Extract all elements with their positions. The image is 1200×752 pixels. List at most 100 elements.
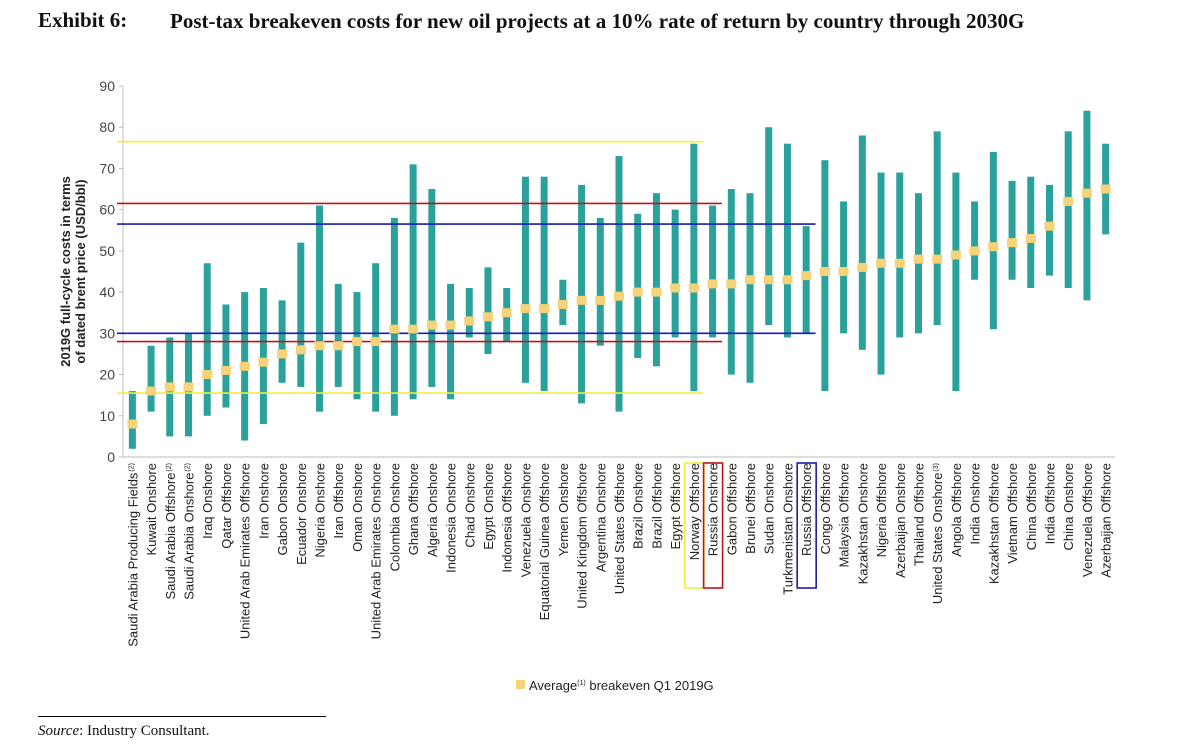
- y-tick-label: 90: [99, 78, 115, 94]
- average-marker: [314, 341, 325, 351]
- average-marker: [1063, 196, 1074, 206]
- average-marker: [651, 287, 662, 297]
- average-marker: [557, 299, 568, 309]
- x-tick-label: Algeria Onshore: [425, 463, 440, 557]
- range-bar: [877, 172, 885, 375]
- x-tick-label: Kuwait Onshore: [144, 463, 159, 556]
- average-marker: [688, 283, 699, 293]
- x-tick-label: Ghana Offshore: [406, 463, 421, 555]
- legend-suffix: breakeven Q1 2019G: [586, 678, 714, 693]
- range-bar: [390, 217, 398, 416]
- average-marker: [351, 337, 362, 347]
- x-tick-superscript: (2): [166, 463, 173, 472]
- x-tick-label: Congo Offshore: [818, 463, 833, 555]
- source-note: Source: Industry Consultant.: [38, 723, 210, 740]
- legend-label-text: Average: [529, 678, 577, 693]
- average-marker: [426, 320, 437, 330]
- average-marker: [1025, 234, 1036, 244]
- range-bar: [1064, 131, 1072, 288]
- x-tick-label: Iran Onshore: [256, 463, 271, 539]
- average-marker: [183, 382, 194, 392]
- average-marker: [464, 316, 475, 326]
- average-marker: [370, 337, 381, 347]
- range-bar: [690, 143, 698, 392]
- average-marker: [1100, 184, 1111, 194]
- x-tick-label: United Arab Emirates Offshore: [238, 463, 253, 639]
- x-tick-label: Sudan Onshore: [762, 463, 777, 554]
- average-marker: [258, 357, 269, 367]
- x-tick-label: Qatar Offshore: [219, 463, 234, 549]
- average-marker: [988, 242, 999, 252]
- source-rule: [38, 716, 326, 717]
- y-axis-label-line: of dated brent price (USD/bbl): [73, 179, 88, 363]
- range-bar: [1083, 110, 1091, 301]
- range-bar: [1008, 180, 1016, 280]
- average-marker: [838, 267, 849, 276]
- legend-swatch: [516, 680, 525, 689]
- average-marker: [295, 345, 306, 355]
- average-marker: [745, 275, 756, 285]
- legend-label: Average(1) breakeven Q1 2019G: [529, 678, 714, 693]
- x-tick-label: Brunei Offshore: [743, 463, 758, 554]
- x-tick-label: Nigeria Offshore: [874, 463, 889, 557]
- y-tick-label: 40: [99, 284, 115, 300]
- average-marker: [576, 295, 587, 305]
- range-bar: [259, 287, 267, 425]
- range-bar: [484, 267, 492, 354]
- x-tick-label: Iraq Onshore: [200, 463, 215, 539]
- highlight-box-russia-offshore: [796, 462, 817, 589]
- range-bar: [709, 205, 717, 338]
- average-marker: [408, 324, 419, 334]
- range-bar: [428, 189, 436, 387]
- range-bar: [634, 213, 642, 359]
- x-tick-label: India Onshore: [968, 463, 983, 545]
- average-marker: [1081, 188, 1092, 198]
- average-marker: [894, 258, 905, 268]
- x-tick-label: Iran Offshore: [331, 463, 346, 539]
- range-bar: [933, 131, 941, 326]
- y-tick-label: 50: [99, 243, 115, 259]
- average-marker: [707, 279, 718, 289]
- range-bar: [989, 151, 997, 330]
- x-tick-label: Saudi Arabia Offshore(2): [163, 463, 178, 600]
- range-bar: [1027, 176, 1035, 288]
- range-bar: [578, 184, 586, 404]
- average-marker: [932, 254, 943, 264]
- average-marker: [819, 267, 830, 276]
- average-marker: [277, 349, 288, 359]
- average-marker: [520, 304, 531, 314]
- x-tick-label-text: United States Onshore: [930, 473, 945, 605]
- x-tick-label: Egypt Onshore: [481, 463, 496, 550]
- x-tick-label-text: Saudi Arabia Onshore: [182, 473, 197, 600]
- range-bar: [465, 287, 473, 338]
- x-tick-label: Gabon Offshore: [724, 463, 739, 555]
- x-tick-label: Saudi Arabia Producing Fields(2): [125, 463, 140, 647]
- x-tick-label: Kazakhstan Offshore: [986, 463, 1001, 584]
- x-tick-label: Venezuela Offshore: [1080, 463, 1095, 577]
- average-marker: [127, 419, 138, 429]
- y-tick-label: 70: [99, 160, 115, 176]
- x-tick-label: United Kingdom Offshore: [575, 463, 590, 609]
- y-tick-label: 10: [99, 408, 115, 424]
- x-tick-label: Brazil Offshore: [649, 463, 664, 549]
- average-marker: [146, 386, 157, 396]
- y-tick-label: 30: [99, 325, 115, 341]
- x-tick-label: Norway Offshore: [687, 463, 702, 560]
- average-marker: [632, 287, 643, 297]
- x-tick-label: Ecuador Onshore: [294, 463, 309, 565]
- average-marker: [670, 283, 681, 293]
- range-bar: [896, 172, 904, 338]
- range-bar: [521, 176, 529, 383]
- x-tick-label: Nigeria Onshore: [313, 463, 328, 558]
- highlight-box-russia-onshore: [702, 462, 724, 589]
- source-label: Source: [38, 723, 80, 739]
- average-marker: [969, 246, 980, 256]
- x-tick-label-text: Saudi Arabia Producing Fields: [125, 472, 140, 647]
- average-marker: [1044, 221, 1055, 231]
- x-tick-label: Yemen Onshore: [556, 463, 571, 556]
- legend-superscript: (1): [577, 680, 586, 687]
- x-tick-label: Brazil Onshore: [631, 463, 646, 549]
- average-marker: [501, 308, 512, 318]
- x-tick-label: Saudi Arabia Onshore(2): [182, 463, 197, 600]
- average-marker: [445, 320, 456, 330]
